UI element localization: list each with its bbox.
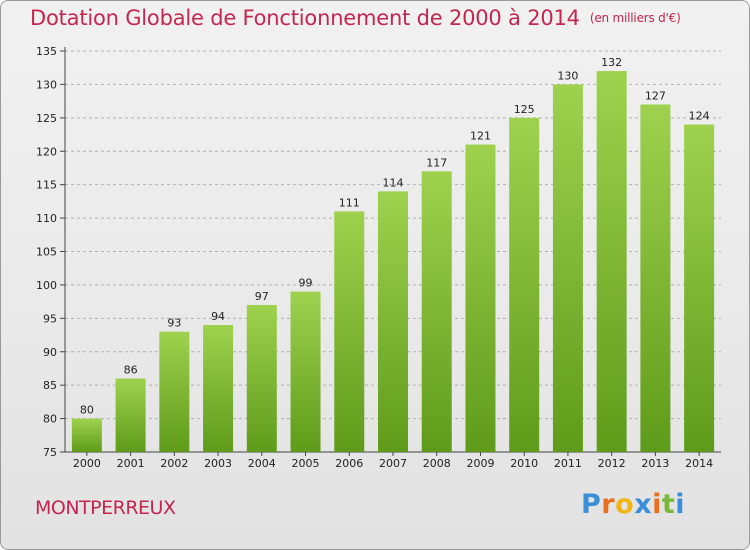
logo-letter: o <box>615 489 635 520</box>
y-tick-label: 105 <box>36 246 57 259</box>
data-label-2010: 125 <box>514 103 535 116</box>
x-tick-label-2004: 2004 <box>248 457 276 470</box>
data-label-2012: 132 <box>601 56 622 69</box>
y-tick-label: 75 <box>43 446 57 459</box>
proxiti-logo[interactable]: Proxiti <box>581 489 685 520</box>
x-tick-label-2012: 2012 <box>598 457 626 470</box>
data-label-2014: 124 <box>689 110 710 123</box>
bar-2009 <box>465 144 496 453</box>
bar-2003 <box>203 325 234 452</box>
data-label-2005: 99 <box>299 277 313 290</box>
data-label-2008: 117 <box>426 156 447 169</box>
x-tick-label-2005: 2005 <box>292 457 320 470</box>
chart-unit: (en milliers d'€) <box>589 11 681 25</box>
city-name: MONTPERREUX <box>35 497 176 519</box>
logo-letter: P <box>581 489 602 520</box>
data-label-2006: 111 <box>339 196 360 209</box>
y-tick-label: 120 <box>36 145 57 158</box>
bar-2006 <box>334 211 365 452</box>
bar-2007 <box>378 191 408 452</box>
y-tick-label: 125 <box>36 112 57 125</box>
data-label-2011: 130 <box>557 69 578 82</box>
bar-2011 <box>552 84 583 453</box>
x-tick-label-2002: 2002 <box>160 457 188 470</box>
data-label-2009: 121 <box>470 130 491 143</box>
data-label-2007: 114 <box>383 176 404 189</box>
data-label-2001: 86 <box>124 363 138 376</box>
x-tick-label-2000: 2000 <box>73 457 101 470</box>
bar-2004 <box>246 304 277 452</box>
data-label-2002: 93 <box>167 317 181 330</box>
y-tick-label: 100 <box>36 279 57 292</box>
x-tick-label-2006: 2006 <box>335 457 363 470</box>
bar-2013 <box>640 104 671 452</box>
bar-2012 <box>596 71 627 453</box>
logo-letter: t <box>661 489 676 520</box>
x-tick-label-2001: 2001 <box>117 457 145 470</box>
y-tick-label: 115 <box>36 179 57 192</box>
bar-2000 <box>71 418 102 452</box>
x-tick-label-2007: 2007 <box>379 457 407 470</box>
x-tick-label-2010: 2010 <box>510 457 538 470</box>
bar-2014 <box>684 124 715 453</box>
bar-2002 <box>159 331 190 452</box>
y-tick-label: 130 <box>36 78 57 91</box>
x-tick-label-2008: 2008 <box>423 457 451 470</box>
x-tick-label-2014: 2014 <box>685 457 713 470</box>
data-label-2013: 127 <box>645 89 666 102</box>
chart-title-text: Dotation Globale de Fonctionnement de 20… <box>30 6 580 30</box>
x-tick-label-2013: 2013 <box>641 457 669 470</box>
bars <box>71 71 715 453</box>
y-tick-label: 95 <box>43 312 57 325</box>
x-tick-label-2011: 2011 <box>554 457 582 470</box>
logo-letter: i <box>652 489 662 520</box>
data-label-2000: 80 <box>80 404 94 417</box>
logo-letter: x <box>634 489 653 520</box>
data-labels: 80 86 93 94 97 99 111 114 117 121 125 130 132 127 124 <box>80 56 710 417</box>
bar-2008 <box>421 171 452 453</box>
axes: 75 80 85 90 95 100 105 110 115 120 125 130 135 2000 20… <box>36 45 721 470</box>
logo-letter: r <box>601 489 616 520</box>
x-tick-label-2003: 2003 <box>204 457 232 470</box>
y-tick-label: 90 <box>43 346 57 359</box>
x-tick-label-2009: 2009 <box>466 457 494 470</box>
bar-2001 <box>115 378 146 452</box>
logo-letter: i <box>675 489 686 520</box>
y-tick-label: 135 <box>36 45 57 58</box>
data-label-2004: 97 <box>255 290 269 303</box>
bar-2010 <box>509 117 540 452</box>
y-tick-label: 110 <box>36 212 57 225</box>
bar-2005 <box>290 291 321 452</box>
data-label-2003: 94 <box>211 310 225 323</box>
y-tick-label: 85 <box>43 379 57 392</box>
chart-title: Dotation Globale de Fonctionnement de 20… <box>30 6 681 30</box>
y-tick-label: 80 <box>43 413 57 426</box>
